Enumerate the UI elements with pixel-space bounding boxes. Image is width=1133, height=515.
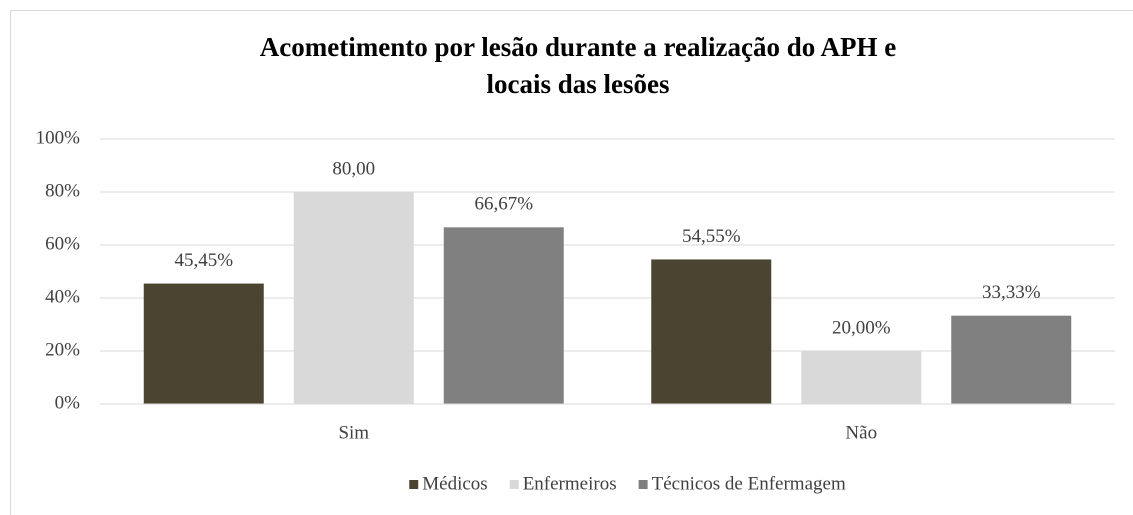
chart-title: locais das lesões [486, 69, 669, 99]
legend-label: Enfermeiros [523, 473, 617, 494]
y-tick-label: 0% [55, 392, 81, 413]
legend-label: Técnicos de Enfermagem [652, 473, 846, 494]
data-label: 20,00% [832, 317, 891, 338]
y-tick-label: 100% [36, 127, 81, 148]
chart-title: Acometimento por lesão durante a realiza… [260, 32, 896, 62]
bar [651, 259, 772, 404]
bar [293, 192, 414, 404]
legend-swatch [509, 480, 519, 489]
y-tick-label: 60% [45, 233, 80, 254]
bar [801, 351, 922, 404]
data-label: 66,67% [474, 194, 533, 215]
y-tick-label: 40% [45, 286, 80, 307]
x-tick-label: Sim [338, 422, 369, 443]
bar [143, 283, 264, 404]
data-label: 54,55% [682, 226, 741, 247]
legend-swatch [638, 480, 648, 489]
bar [443, 227, 564, 404]
y-tick-label: 80% [45, 180, 80, 201]
legend-label: Médicos [422, 473, 487, 494]
data-label: 80,00 [332, 158, 375, 179]
y-tick-label: 20% [45, 339, 80, 360]
data-label: 45,45% [174, 250, 233, 271]
legend-swatch [409, 480, 419, 489]
x-tick-label: Não [845, 422, 877, 443]
chart-border [10, 10, 1133, 515]
data-label: 33,33% [982, 282, 1041, 303]
bar [951, 315, 1072, 404]
